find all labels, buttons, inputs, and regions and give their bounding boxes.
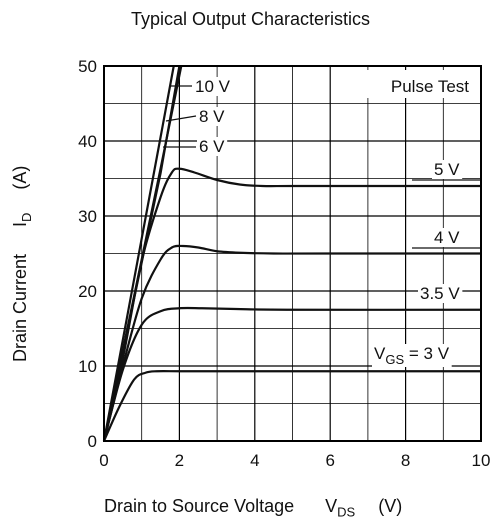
curve-label-background [432,160,463,179]
curve-label-background [197,137,228,156]
x-tick-label: 0 [99,451,108,470]
curve-labels: 10 V 8 V 6 V 5 V 4 V 3.5 V VGS = 3 V [193,77,463,367]
x-tick-labels: 0 2 4 6 8 10 [99,451,490,470]
y-tick-label: 50 [78,57,97,76]
x-axis-label: Drain to Source Voltage VDS (V) [104,496,402,520]
x-tick-label: 2 [175,451,184,470]
curve-label: 10 V [195,77,231,96]
label-leader-line [165,115,197,122]
chart-title: Typical Output Characteristics [130,9,371,29]
x-axis-label-text: Drain to Source Voltage [104,496,295,516]
series-curve-5V [102,167,481,442]
curves [102,65,482,442]
series-curve-8V [102,65,181,442]
x-tick-label: 4 [250,451,259,470]
x-tick-label: 6 [325,451,334,470]
series-curve-4V [102,244,482,442]
series-curve-6V [102,65,175,442]
x-axis-symbol: VDS [325,496,356,520]
y-tick-label: 20 [78,282,97,301]
x-tick-label: 8 [401,451,410,470]
y-axis-symbol: ID [10,212,34,227]
x-tick-label: 10 [472,451,491,470]
x-axis-unit: (V) [378,496,403,516]
pulse-test-annotation: Pulse Test [360,70,477,98]
plot-frame [103,65,482,442]
curve-label: VGS = 3 V [374,344,450,367]
y-tick-label: 0 [88,432,97,451]
curve-label-background [418,284,463,303]
y-axis-unit: (A) [10,165,31,190]
y-axis-label-text: Drain Current [10,254,31,363]
curve-label-background [432,228,463,247]
curve-label-background [197,107,228,126]
curve-label: 3.5 V [420,284,460,303]
series-curve-3V [102,370,481,442]
curve-label: 8 V [199,107,225,126]
curve-label: 6 V [199,137,225,156]
curve-label: 4 V [434,228,460,247]
curve-label-background [372,344,452,367]
curve-label-background [193,77,233,96]
y-tick-labels: 0 10 20 30 40 50 [78,57,97,451]
series-curve-3_5V [102,306,482,442]
y-tick-label: 10 [78,357,97,376]
y-tick-label: 30 [78,207,97,226]
curve-label: 5 V [434,160,460,179]
label-leaders [163,85,481,249]
y-axis-label: Drain Current ID (A) [10,164,34,364]
y-tick-label: 40 [78,132,97,151]
pulse-test-label: Pulse Test [391,77,469,96]
